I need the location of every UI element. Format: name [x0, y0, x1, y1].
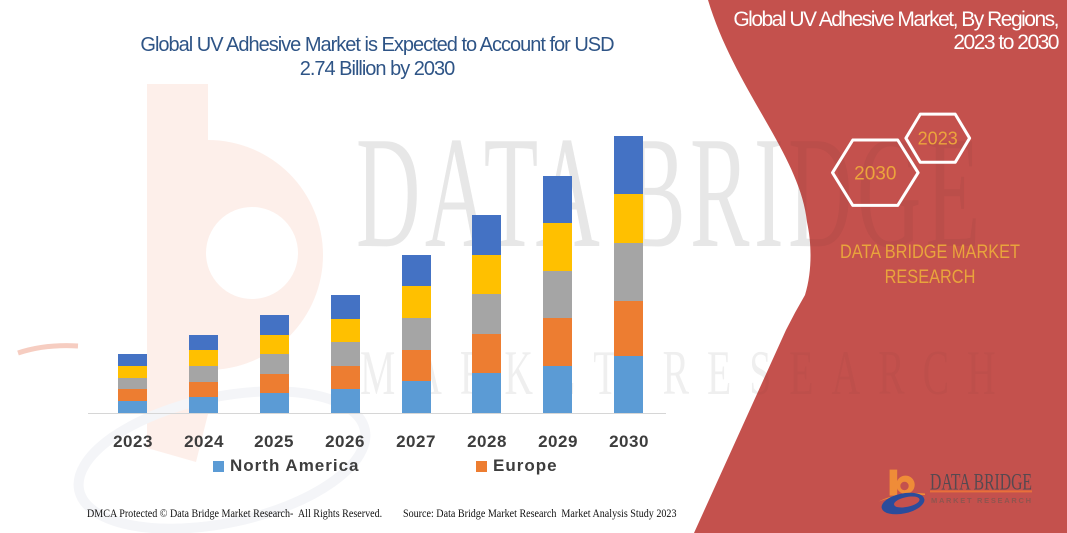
svg-text:MARKET RESEARCH: MARKET RESEARCH [931, 496, 1031, 505]
svg-text:2023: 2023 [918, 129, 958, 149]
svg-text:2030: 2030 [854, 164, 896, 185]
